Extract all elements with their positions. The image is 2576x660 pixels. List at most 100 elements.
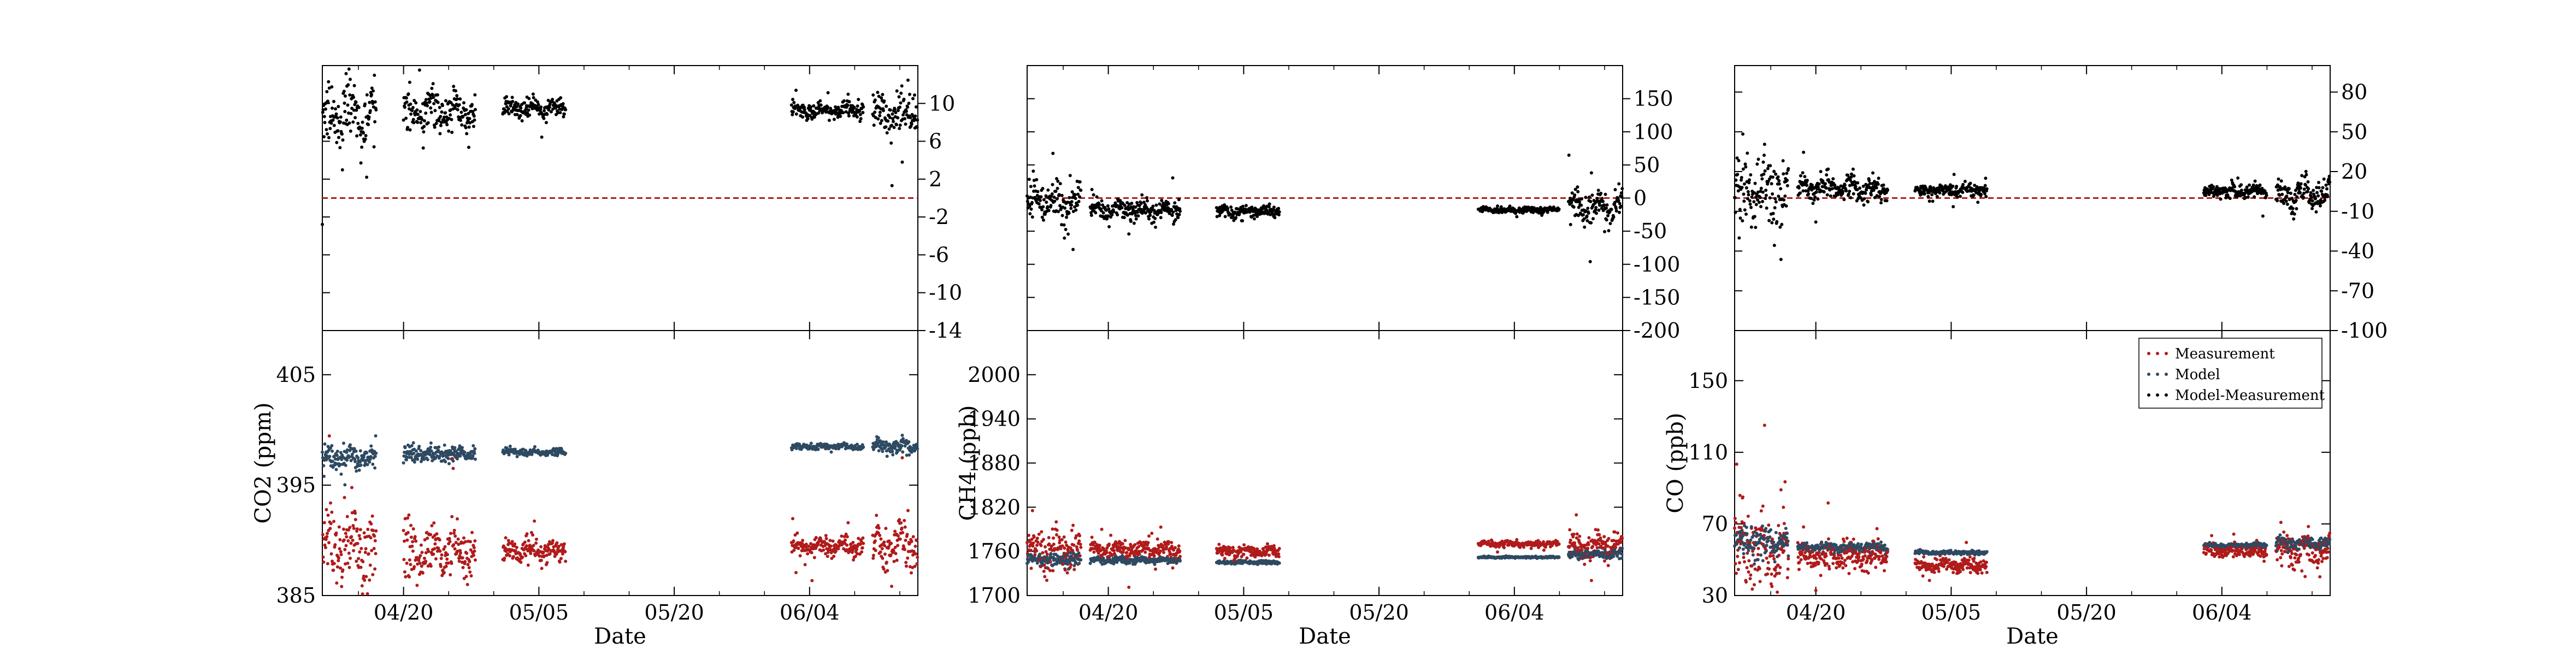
measurement-point (326, 514, 330, 517)
measurement-point (903, 518, 906, 522)
model-point (1079, 558, 1083, 562)
measurement-point (452, 543, 456, 547)
difference-point (464, 126, 468, 129)
measurement-point (1159, 549, 1162, 553)
measurement-point (1568, 528, 1572, 532)
measurement-point (374, 552, 378, 556)
measurement-point (1055, 528, 1059, 532)
difference-point (540, 135, 544, 139)
measurement-point (359, 547, 363, 550)
measurement-point (1265, 542, 1269, 546)
measurement-point (846, 521, 850, 525)
measurement-point (824, 537, 828, 540)
measurement-point (895, 558, 899, 562)
y-tick-label: 1760 (968, 539, 1021, 563)
measurement-point (1048, 560, 1052, 564)
difference-point (416, 113, 420, 116)
measurement-point (324, 546, 327, 550)
measurement-point (1154, 567, 1157, 571)
diff-y-tick-label: -40 (2341, 239, 2374, 263)
difference-point (791, 113, 794, 116)
measurement-point (1178, 549, 1182, 553)
difference-point (460, 123, 464, 127)
measurement-point (445, 557, 449, 561)
difference-point (363, 137, 367, 141)
difference-point (1620, 187, 1624, 191)
difference-point (458, 97, 462, 101)
measurement-point (329, 552, 333, 556)
difference-point (457, 115, 461, 119)
difference-point (459, 110, 463, 114)
measurement-point (1496, 550, 1499, 554)
measurement-point (903, 547, 906, 551)
model-point (429, 445, 433, 449)
difference-point (351, 120, 355, 124)
difference-point (1588, 260, 1592, 263)
measurement-point (402, 529, 405, 532)
difference-point (1596, 188, 1600, 192)
measurement-point (1587, 536, 1591, 540)
measurement-point (345, 535, 349, 539)
measurement-point (1242, 543, 1246, 547)
diff-y-tick-label: -200 (1634, 319, 1680, 343)
difference-point (470, 103, 474, 107)
measurement-point (842, 535, 846, 539)
measurement-point (335, 581, 339, 585)
model-point (530, 452, 534, 456)
measurement-point (1029, 549, 1033, 552)
difference-point (342, 90, 346, 93)
difference-point (438, 105, 441, 109)
measurement-point (538, 554, 541, 558)
difference-point (537, 103, 540, 107)
difference-point (464, 113, 467, 116)
measurement-point (894, 552, 898, 556)
measurement-point (449, 573, 452, 576)
measurement-point (1502, 546, 1506, 550)
difference-point (1101, 211, 1105, 215)
difference-point (900, 160, 904, 164)
measurement-point (322, 560, 326, 564)
measurement-point (1065, 571, 1069, 575)
measurement-point (332, 568, 335, 572)
difference-point (1515, 215, 1519, 219)
difference-point (898, 123, 902, 127)
difference-point (464, 108, 468, 111)
difference-point (335, 140, 339, 144)
difference-point (1058, 182, 1062, 186)
model-point (443, 443, 446, 447)
difference-point (352, 96, 356, 99)
measurement-point (534, 541, 538, 545)
measurement-point (1072, 568, 1076, 571)
measurement-point (828, 539, 832, 543)
model-point (322, 464, 326, 468)
measurement-point (321, 533, 325, 537)
difference-point (1073, 193, 1077, 197)
model-point (507, 453, 511, 457)
measurement-point (1147, 534, 1151, 538)
difference-point (1039, 198, 1042, 202)
measurement-point (409, 563, 412, 567)
measurement-point (1035, 537, 1039, 540)
measurement-point (898, 537, 902, 541)
y-tick-label: 405 (276, 363, 316, 387)
difference-point (1567, 154, 1571, 157)
measurement-point (1064, 540, 1068, 544)
difference-point (374, 108, 378, 112)
difference-point (327, 135, 331, 139)
difference-point (906, 105, 910, 109)
model-point (413, 457, 417, 461)
model-point (412, 460, 416, 464)
measurement-point (358, 550, 362, 554)
model-point (354, 449, 358, 453)
measurement-point (343, 496, 346, 499)
measurement-point (1620, 537, 1624, 540)
model-point (447, 453, 451, 457)
difference-point (337, 105, 340, 108)
difference-point (1063, 206, 1067, 210)
x-tick-label: 05/20 (2056, 600, 2117, 624)
measurement-point (879, 537, 883, 541)
measurement-point (904, 561, 908, 564)
measurement-point (403, 570, 406, 574)
model-point (885, 455, 889, 458)
difference-point (1046, 205, 1050, 209)
